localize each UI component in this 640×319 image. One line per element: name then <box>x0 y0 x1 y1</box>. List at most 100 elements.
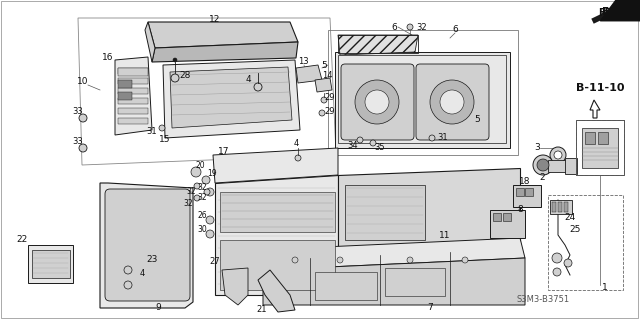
Text: FR.: FR. <box>598 8 616 18</box>
Bar <box>118 68 148 74</box>
Circle shape <box>159 125 165 131</box>
Circle shape <box>337 257 343 263</box>
Circle shape <box>537 159 549 171</box>
Text: 21: 21 <box>257 306 268 315</box>
Text: 35: 35 <box>374 144 385 152</box>
Bar <box>385 268 445 296</box>
Text: 5: 5 <box>474 115 480 124</box>
Polygon shape <box>618 4 630 14</box>
Circle shape <box>79 144 87 152</box>
Text: 27: 27 <box>210 257 220 266</box>
Circle shape <box>173 58 177 62</box>
Text: 15: 15 <box>159 136 171 145</box>
Polygon shape <box>258 270 295 312</box>
Text: 32: 32 <box>186 188 196 197</box>
Circle shape <box>407 24 413 30</box>
Bar <box>220 192 335 232</box>
Polygon shape <box>215 175 338 295</box>
Text: 23: 23 <box>147 256 157 264</box>
Polygon shape <box>148 22 298 48</box>
Circle shape <box>355 80 399 124</box>
Bar <box>490 210 525 238</box>
Text: 32: 32 <box>417 23 428 32</box>
Text: 20: 20 <box>195 160 205 169</box>
Text: S3M3-B3751: S3M3-B3751 <box>516 295 570 305</box>
Polygon shape <box>338 35 418 55</box>
Polygon shape <box>213 148 338 183</box>
Circle shape <box>171 74 179 82</box>
Text: 33: 33 <box>72 137 83 146</box>
Bar <box>338 35 418 53</box>
Text: 16: 16 <box>102 53 114 62</box>
Circle shape <box>79 114 87 122</box>
Text: 14: 14 <box>322 71 332 80</box>
Text: 11: 11 <box>439 231 451 240</box>
Polygon shape <box>263 258 525 305</box>
Bar <box>220 240 335 290</box>
Bar <box>582 128 618 168</box>
Text: 29: 29 <box>324 93 335 101</box>
Bar <box>513 185 541 207</box>
Bar <box>118 88 148 94</box>
Text: 29: 29 <box>324 108 335 116</box>
Text: 17: 17 <box>218 146 230 155</box>
Circle shape <box>550 147 566 163</box>
Circle shape <box>204 189 210 195</box>
Text: 18: 18 <box>519 176 531 186</box>
Circle shape <box>295 155 301 161</box>
FancyBboxPatch shape <box>416 64 489 140</box>
Text: 24: 24 <box>564 213 575 222</box>
Bar <box>315 272 377 300</box>
Bar <box>338 55 506 143</box>
Text: 1: 1 <box>602 284 608 293</box>
Bar <box>328 30 518 155</box>
Bar <box>548 160 568 172</box>
Text: 13: 13 <box>298 57 308 66</box>
Bar <box>118 68 148 76</box>
Bar <box>28 245 73 283</box>
Circle shape <box>206 216 214 224</box>
Polygon shape <box>338 168 520 295</box>
Circle shape <box>533 155 553 175</box>
Bar <box>564 202 568 212</box>
Text: 4: 4 <box>245 76 251 85</box>
Circle shape <box>370 140 376 146</box>
Bar <box>576 120 624 175</box>
Bar <box>118 92 132 100</box>
Circle shape <box>321 97 327 103</box>
Circle shape <box>206 230 214 238</box>
Text: 32: 32 <box>183 199 193 209</box>
Circle shape <box>554 151 562 159</box>
Text: 2: 2 <box>539 174 545 182</box>
Text: 19: 19 <box>207 169 217 179</box>
Text: 22: 22 <box>17 235 28 244</box>
Text: 33: 33 <box>72 108 83 116</box>
Bar <box>525 188 533 196</box>
Bar <box>548 195 623 290</box>
Text: 31: 31 <box>147 128 157 137</box>
Text: B-11-10: B-11-10 <box>576 83 624 93</box>
Bar <box>516 188 524 196</box>
Circle shape <box>357 137 363 143</box>
Bar <box>118 78 148 84</box>
Polygon shape <box>315 78 332 92</box>
Text: 32: 32 <box>197 182 207 191</box>
Circle shape <box>124 266 132 274</box>
Bar <box>576 120 624 175</box>
Circle shape <box>202 176 210 184</box>
Polygon shape <box>152 42 298 62</box>
Circle shape <box>564 259 572 267</box>
Bar <box>552 202 556 212</box>
Polygon shape <box>590 100 600 118</box>
Bar <box>585 132 595 144</box>
Circle shape <box>440 90 464 114</box>
Polygon shape <box>170 67 292 128</box>
Circle shape <box>430 80 474 124</box>
Bar <box>598 132 608 144</box>
Text: 26: 26 <box>197 211 207 219</box>
Bar <box>493 213 501 221</box>
Polygon shape <box>115 57 152 135</box>
Text: 25: 25 <box>570 226 580 234</box>
Bar <box>565 158 577 174</box>
Text: 10: 10 <box>77 78 89 86</box>
